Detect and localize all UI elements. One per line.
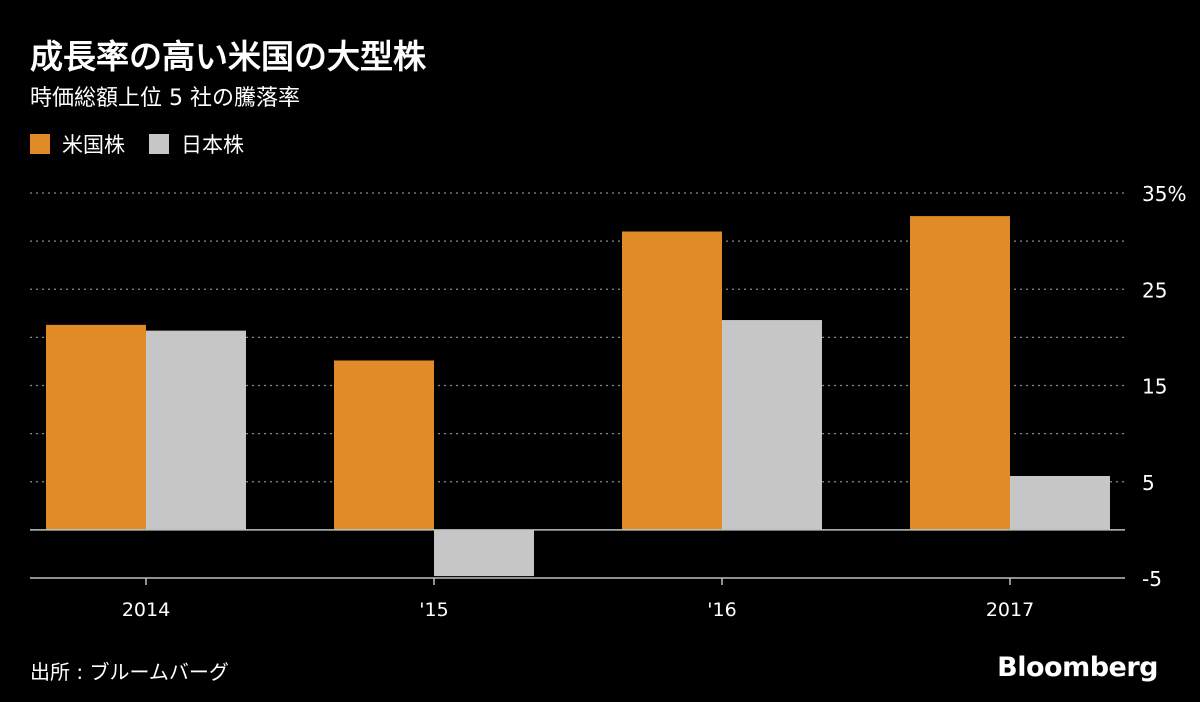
bar-japan-0: [146, 330, 246, 530]
x-tick-label: '16: [707, 599, 736, 621]
chart-title: 成長率の高い米国の大型株: [30, 37, 426, 76]
bar-japan-1: [434, 529, 534, 577]
axes: 2014 '15 '16 2017 35% 25 15 5 -5: [30, 182, 1186, 621]
legend-label-us: 米国株: [62, 133, 125, 157]
legend-label-japan: 日本株: [181, 133, 244, 157]
bar-us-1: [334, 360, 434, 530]
legend-item-us: 米国株: [30, 129, 125, 159]
bars: [46, 216, 1110, 577]
y-tick-label: 5: [1142, 471, 1155, 495]
bar-japan-2: [722, 320, 822, 530]
bar-us-0: [46, 324, 146, 530]
legend: 米国株 日本株: [30, 129, 268, 159]
bar-us-2: [622, 231, 722, 530]
bar-us-3: [910, 216, 1010, 530]
y-tick-label: 35%: [1142, 182, 1186, 206]
legend-swatch-japan: [149, 134, 169, 154]
y-tick-label: -5: [1142, 567, 1162, 591]
x-tick-label: 2014: [122, 599, 170, 621]
y-tick-label: 15: [1142, 375, 1167, 399]
x-tick-label: '15: [419, 599, 448, 621]
source-note: 出所 : ブルームバーグ: [30, 660, 229, 684]
x-tick-label: 2017: [986, 599, 1034, 621]
legend-item-japan: 日本株: [149, 129, 244, 159]
bloomberg-logo: Bloomberg: [997, 652, 1158, 683]
chart-subtitle: 時価総額上位 5 社の騰落率: [30, 86, 300, 111]
y-tick-label: 25: [1142, 278, 1167, 302]
legend-swatch-us: [30, 134, 50, 154]
bar-japan-3: [1010, 475, 1110, 530]
